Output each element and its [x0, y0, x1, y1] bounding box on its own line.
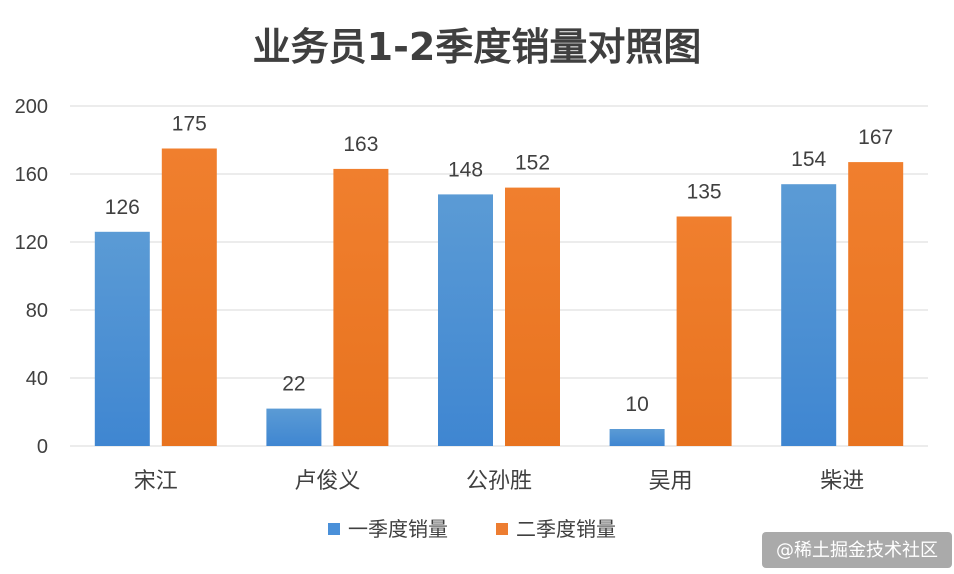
bar-q2 — [676, 216, 732, 446]
y-tick-label: 80 — [26, 300, 48, 322]
legend-swatch — [328, 523, 340, 535]
bar-q2 — [848, 162, 904, 446]
data-label: 175 — [172, 113, 207, 136]
watermark-background — [762, 532, 952, 568]
legend-label: 一季度销量 — [348, 517, 448, 541]
data-label: 152 — [515, 152, 550, 175]
y-tick-label: 120 — [15, 232, 48, 254]
x-category-label: 宋江 — [134, 469, 178, 494]
legend: 一季度销量 二季度销量 — [328, 517, 616, 541]
bar-q1 — [609, 429, 665, 446]
watermark: @稀土掘金技术社区 — [762, 532, 952, 568]
y-tick-label: 40 — [26, 368, 48, 390]
y-axis-ticks: 0 40 80 120 160 200 — [15, 96, 48, 458]
data-label: 135 — [687, 181, 722, 204]
data-label: 22 — [282, 373, 305, 396]
data-label: 167 — [858, 126, 893, 149]
bar-q1 — [438, 194, 493, 446]
data-labels: 126 175 22 163 148 152 10 135 154 167 — [105, 113, 893, 417]
legend-swatch — [496, 523, 508, 535]
data-label: 10 — [625, 393, 648, 416]
bar-q2 — [505, 187, 560, 446]
y-tick-label: 160 — [15, 164, 48, 186]
x-category-label: 公孙胜 — [466, 469, 532, 494]
bar-q1 — [266, 408, 322, 446]
bar-q2 — [161, 148, 217, 446]
x-axis-categories: 宋江 卢俊义 公孙胜 吴用 柴进 — [134, 469, 864, 494]
data-label: 154 — [791, 148, 826, 171]
watermark-text: @稀土掘金技术社区 — [776, 540, 938, 561]
legend-label: 二季度销量 — [516, 517, 616, 541]
bar-q1 — [94, 231, 150, 446]
bar-q2 — [333, 168, 389, 446]
x-category-label: 卢俊义 — [294, 469, 360, 494]
y-tick-label: 200 — [15, 96, 48, 118]
chart-title: 业务员1-2季度销量对照图 — [253, 25, 702, 69]
bar-q1 — [781, 184, 837, 446]
bars — [94, 148, 904, 446]
y-tick-label: 0 — [37, 436, 48, 458]
data-label: 163 — [343, 133, 378, 156]
data-label: 126 — [105, 196, 140, 219]
x-category-label: 吴用 — [649, 469, 693, 494]
data-label: 148 — [448, 158, 483, 181]
x-category-label: 柴进 — [820, 469, 864, 494]
